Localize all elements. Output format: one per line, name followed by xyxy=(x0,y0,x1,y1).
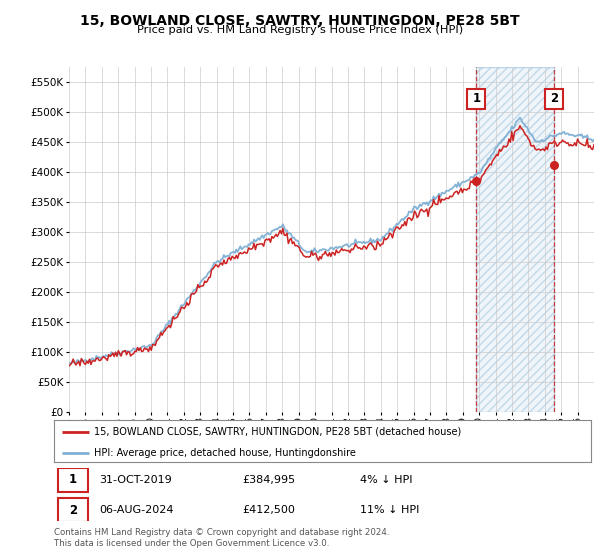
Text: 11% ↓ HPI: 11% ↓ HPI xyxy=(360,505,419,515)
Text: £384,995: £384,995 xyxy=(242,475,295,485)
Bar xyxy=(476,67,554,412)
Text: Price paid vs. HM Land Registry's House Price Index (HPI): Price paid vs. HM Land Registry's House … xyxy=(137,25,463,35)
FancyBboxPatch shape xyxy=(58,498,88,522)
Text: 15, BOWLAND CLOSE, SAWTRY, HUNTINGDON, PE28 5BT: 15, BOWLAND CLOSE, SAWTRY, HUNTINGDON, P… xyxy=(80,14,520,28)
Text: 06-AUG-2024: 06-AUG-2024 xyxy=(100,505,174,515)
Text: 2: 2 xyxy=(69,503,77,517)
Text: £412,500: £412,500 xyxy=(242,505,295,515)
Text: 1: 1 xyxy=(472,92,481,105)
Bar xyxy=(476,67,554,412)
Text: HPI: Average price, detached house, Huntingdonshire: HPI: Average price, detached house, Hunt… xyxy=(94,448,356,458)
FancyBboxPatch shape xyxy=(545,90,563,109)
Text: Contains HM Land Registry data © Crown copyright and database right 2024.
This d: Contains HM Land Registry data © Crown c… xyxy=(54,528,389,548)
Text: 1: 1 xyxy=(69,473,77,486)
FancyBboxPatch shape xyxy=(467,90,485,109)
Text: 2: 2 xyxy=(550,92,559,105)
Text: 31-OCT-2019: 31-OCT-2019 xyxy=(100,475,172,485)
Text: 4% ↓ HPI: 4% ↓ HPI xyxy=(360,475,413,485)
Text: 15, BOWLAND CLOSE, SAWTRY, HUNTINGDON, PE28 5BT (detached house): 15, BOWLAND CLOSE, SAWTRY, HUNTINGDON, P… xyxy=(94,427,461,437)
FancyBboxPatch shape xyxy=(58,468,88,492)
